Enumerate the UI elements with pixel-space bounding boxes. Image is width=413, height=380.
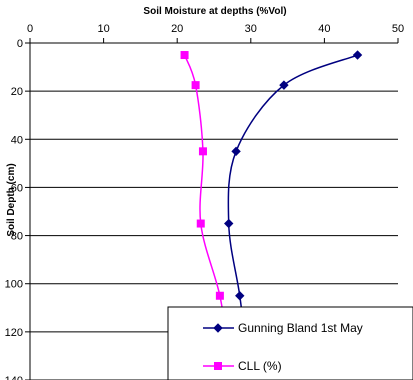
legend-label-0: Gunning Bland 1st May <box>238 321 363 335</box>
gridlines <box>30 42 398 380</box>
y-tick-label-0: 0 <box>17 38 23 50</box>
y-tick-label-4: 80 <box>11 231 23 243</box>
x-tick-labels: 0 10 20 30 40 50 <box>27 23 404 35</box>
chart-title: Soil Moisture at depths (%Vol) <box>143 6 286 17</box>
y-tick-labels: 0 20 40 60 80 100 120 140 <box>5 38 23 380</box>
legend-marker-0 <box>213 323 223 333</box>
y-tick-label-1: 20 <box>11 86 23 98</box>
series-0 <box>224 50 363 361</box>
legend-marker-1 <box>214 362 222 370</box>
legend-box <box>167 306 413 380</box>
x-tick-label-2: 20 <box>171 23 183 35</box>
y-tick-label-5: 100 <box>5 279 23 291</box>
data-point-0-3 <box>224 218 234 229</box>
legend: Gunning Bland 1st May CLL (%) <box>167 306 413 380</box>
data-point-1-2 <box>198 147 207 156</box>
data-point-0-2 <box>231 146 241 157</box>
data-point-1-3 <box>196 219 205 228</box>
x-tick-label-0: 0 <box>27 23 33 35</box>
x-tick-label-4: 40 <box>318 23 330 35</box>
legend-label-1: CLL (%) <box>238 359 282 373</box>
y-axis-label: Soil Depth (cm) <box>6 163 17 236</box>
y-tick-label-3: 60 <box>11 182 23 194</box>
axes <box>25 38 399 380</box>
x-tick-label-1: 10 <box>97 23 109 35</box>
data-point-0-0 <box>352 50 363 60</box>
x-tick-label-3: 30 <box>245 23 257 35</box>
x-tick-label-5: 50 <box>392 23 404 35</box>
y-tick-label-7: 140 <box>5 375 23 380</box>
data-point-1-4 <box>215 291 224 300</box>
y-tick-label-6: 120 <box>5 327 23 339</box>
data-point-1-1 <box>191 81 200 90</box>
y-tick-label-2: 40 <box>11 134 23 146</box>
data-point-1-0 <box>180 51 189 60</box>
data-point-0-4 <box>235 291 245 301</box>
data-point-0-1 <box>279 80 289 90</box>
